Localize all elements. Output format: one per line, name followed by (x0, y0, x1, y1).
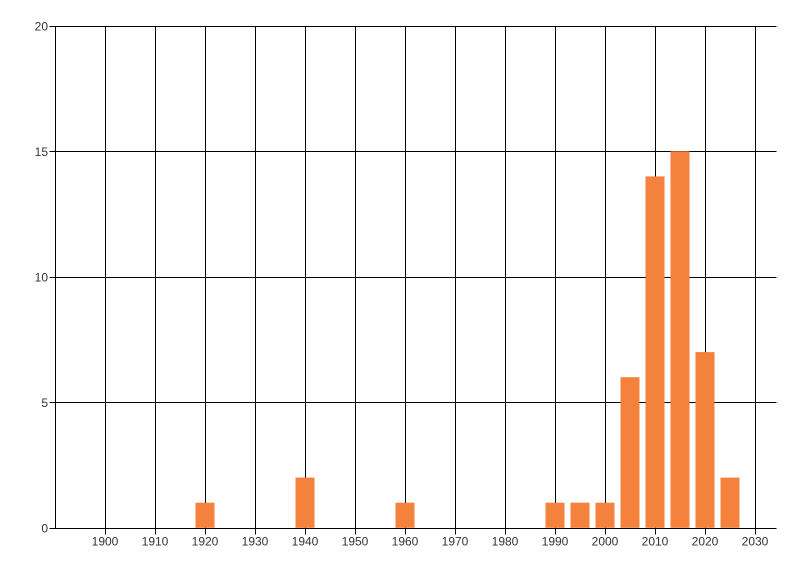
svg-text:2000: 2000 (592, 534, 619, 548)
svg-text:1990: 1990 (542, 534, 569, 548)
svg-text:2020: 2020 (692, 534, 719, 548)
svg-text:1900: 1900 (92, 534, 119, 548)
svg-text:1950: 1950 (342, 534, 369, 548)
svg-text:1910: 1910 (142, 534, 169, 548)
svg-text:10: 10 (35, 270, 49, 284)
svg-text:20: 20 (35, 19, 49, 33)
svg-text:1960: 1960 (392, 534, 419, 548)
svg-text:5: 5 (41, 396, 48, 410)
svg-text:15: 15 (35, 145, 49, 159)
svg-text:1980: 1980 (492, 534, 519, 548)
svg-text:0: 0 (41, 521, 48, 535)
svg-text:2010: 2010 (642, 534, 669, 548)
svg-text:1970: 1970 (442, 534, 469, 548)
svg-text:1930: 1930 (242, 534, 269, 548)
svg-text:1940: 1940 (292, 534, 319, 548)
svg-text:1920: 1920 (192, 534, 219, 548)
svg-text:2030: 2030 (742, 534, 769, 548)
